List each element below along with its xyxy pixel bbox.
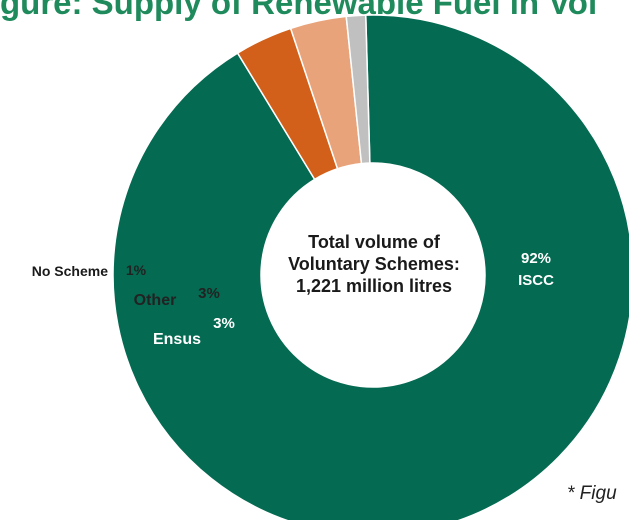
footnote: * Figu <box>567 483 617 504</box>
slice-value-ensus: 3% <box>213 315 235 332</box>
center-label-line-1: Total volume of <box>308 232 440 252</box>
slice-value-no-scheme: 1% <box>126 262 147 278</box>
slice-value-iscc: 92% <box>521 250 551 267</box>
slice-label-no-scheme: No Scheme <box>32 263 108 279</box>
center-label-line-3: 1,221 million litres <box>295 276 453 296</box>
slice-label-ensus: Ensus <box>153 331 201 348</box>
center-label-line-2: Voluntary Schemes: <box>288 254 460 274</box>
slice-value-other: 3% <box>198 285 220 302</box>
slice-label-other: Other <box>134 292 177 309</box>
center-label: Total volume of Voluntary Schemes: 1,221… <box>262 231 486 297</box>
chart-title: gure: Supply of Renewable Fuel in Vol <box>0 0 598 21</box>
slice-no-scheme <box>345 14 371 165</box>
slice-iscc <box>112 14 629 520</box>
slice-label-iscc: ISCC <box>518 272 554 289</box>
